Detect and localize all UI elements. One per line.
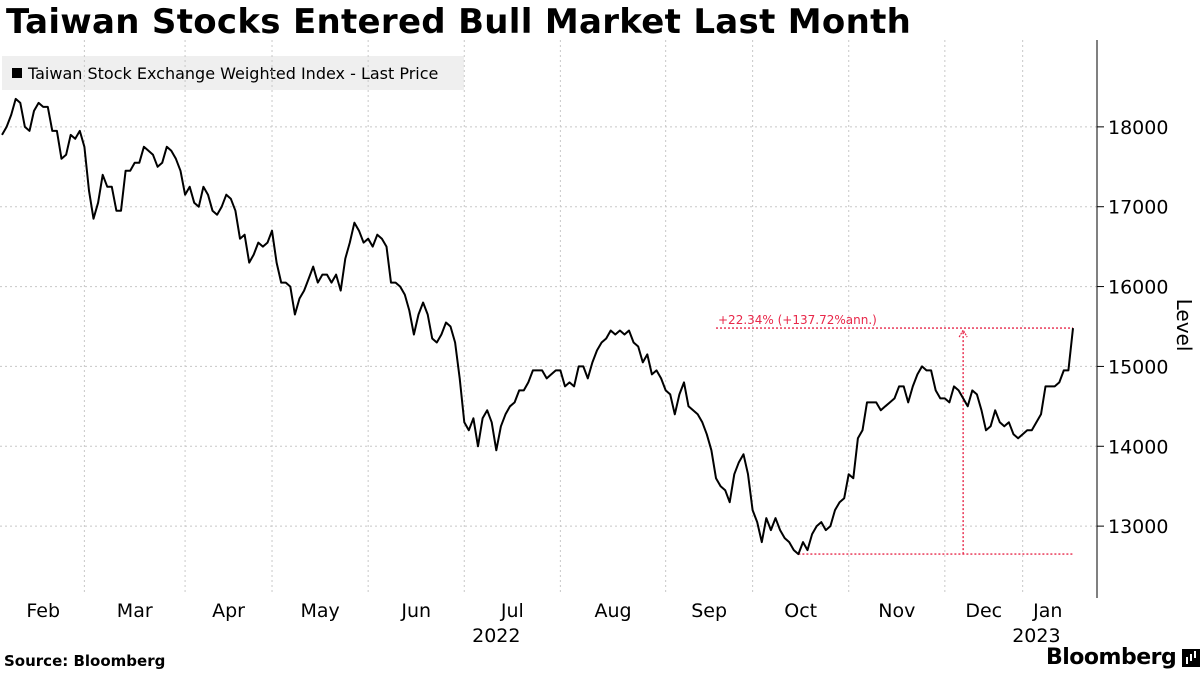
brand-icon [1182, 648, 1200, 667]
year-label: 2023 [1012, 625, 1060, 647]
x-tick-label: Jun [400, 600, 431, 622]
gridlines [0, 40, 1097, 595]
source-note: Source: Bloomberg [4, 652, 166, 670]
x-tick-label: Apr [212, 600, 245, 622]
y-tick-label: 17000 [1108, 197, 1168, 219]
x-tick-label: Sep [691, 600, 727, 622]
y-axis-label: Level [1172, 299, 1196, 352]
x-tick-label: May [300, 600, 339, 622]
legend: Taiwan Stock Exchange Weighted Index - L… [2, 56, 464, 90]
legend-swatch [12, 68, 22, 78]
brand-logo: Bloomberg [1046, 645, 1200, 670]
series-group [1, 97, 1074, 556]
year-label: 2022 [472, 625, 520, 647]
x-tick-label: Mar [117, 600, 153, 622]
y-tick-label: 18000 [1108, 117, 1168, 139]
brand-text: Bloomberg [1046, 645, 1177, 670]
x-tick-label: Nov [878, 600, 915, 622]
x-tick-label: Dec [965, 600, 1002, 622]
annotation-arrow [958, 328, 968, 338]
x-tick-label: Oct [784, 600, 817, 622]
x-tick-label: Jan [1032, 600, 1062, 622]
series-line-taiex [1, 97, 1074, 556]
chart-title: Taiwan Stocks Entered Bull Market Last M… [6, 2, 912, 42]
y-tick-label: 16000 [1108, 277, 1168, 299]
annotation-label: +22.34% (+137.72%ann.) [718, 313, 877, 327]
x-tick-label: Feb [26, 600, 60, 622]
x-axis: Feb Mar Apr May Jun Jul Aug Sep Oct Nov Dec Jan 2022… [26, 600, 1062, 647]
y-tick-label: 13000 [1108, 516, 1168, 538]
legend-label: Taiwan Stock Exchange Weighted Index - L… [28, 63, 439, 83]
annotation-group: +22.34% (+137.72%ann.) [716, 313, 1073, 555]
x-tick-label: Aug [594, 600, 631, 622]
y-axis: 13000 14000 15000 16000 17000 18000 [1096, 40, 1168, 598]
x-tick-label: Jul [500, 600, 524, 622]
y-tick-label: 14000 [1108, 436, 1168, 458]
y-tick-label: 15000 [1108, 356, 1168, 378]
